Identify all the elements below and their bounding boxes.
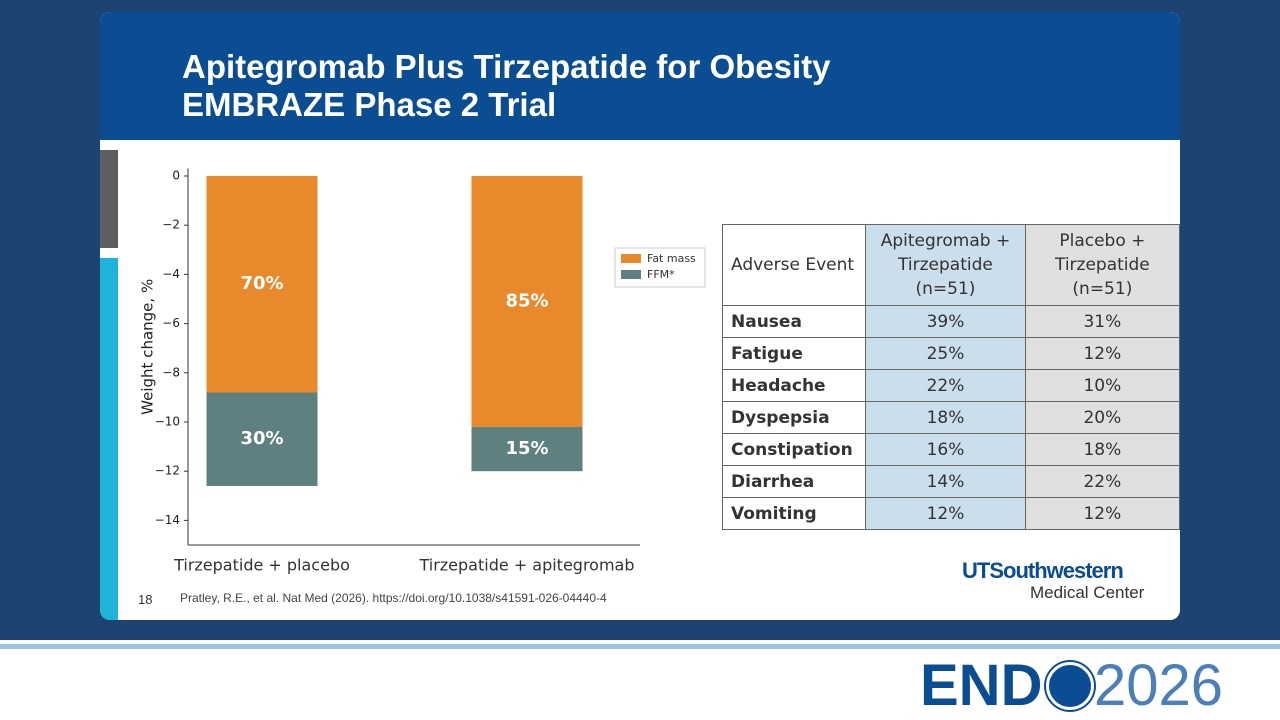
table-cell: Vomiting <box>721 497 867 530</box>
y-tick-label: −12 <box>155 464 180 478</box>
table-cell: Adverse Event <box>721 224 867 306</box>
ae-table: Adverse Event Apitegromab + Tirzepatide (… <box>721 224 1180 530</box>
table-cell: Diarrhea <box>721 465 867 498</box>
table-cell: Headache <box>721 369 867 402</box>
x-tick-label: Tirzepatide + apitegromab <box>418 556 634 575</box>
segment-label: 85% <box>505 290 548 311</box>
y-tick-label: −6 <box>162 316 180 330</box>
table-cell: Dyspepsia <box>721 401 867 434</box>
table-cell: 20% <box>1024 401 1180 434</box>
slide-title: Apitegromab Plus Tirzepatide for Obesity <box>182 48 831 85</box>
y-tick-label: −2 <box>162 218 180 232</box>
slide-number: 18 <box>138 592 153 607</box>
table-cell: 31% <box>1024 305 1180 338</box>
citation: Pratley, R.E., et al. Nat Med (2026). ht… <box>180 591 607 605</box>
table-cell: 39% <box>865 305 1026 338</box>
table-cell: 14% <box>865 465 1026 498</box>
table-cell: 22% <box>865 369 1026 402</box>
table-row: Dyspepsia 18% 20% <box>721 401 1180 434</box>
chart: 0 −2 −4 −6 −8 −10 −12 −14 Weight change, % Tirzep… <box>139 168 706 575</box>
y-tick-label: −8 <box>162 365 180 379</box>
table-cell: Nausea <box>721 305 867 338</box>
slide-subtitle: EMBRAZE Phase 2 Trial <box>182 86 557 123</box>
bar-segment <box>471 175 583 427</box>
table-cell: Constipation <box>721 433 867 466</box>
table-row: Constipation 16% 18% <box>721 433 1180 466</box>
y-tick-label: −4 <box>162 267 180 281</box>
globe-icon <box>1046 662 1094 710</box>
table-cell: 12% <box>865 497 1026 530</box>
bar-segment <box>471 426 583 472</box>
segment-label: 70% <box>240 273 283 294</box>
legend-swatch <box>621 254 641 263</box>
table-row: Nausea 39% 31% <box>721 305 1180 338</box>
bar-segment <box>206 175 318 393</box>
y-tick-label: −10 <box>155 414 180 428</box>
table-cell: 25% <box>865 337 1026 370</box>
y-axis-label: Weight change, % <box>139 279 157 415</box>
table-cell: Apitegromab + Tirzepatide (n=51) <box>865 224 1026 306</box>
table-row: Diarrhea 14% 22% <box>721 465 1180 498</box>
table-cell: Placebo + Tirzepatide (n=51) <box>1024 224 1180 306</box>
institution-sub: Medical Center <box>1030 583 1145 602</box>
header-band <box>100 12 1180 140</box>
slide-card: Apitegromab Plus Tirzepatide for Obesity… <box>100 12 1180 620</box>
legend-label: Fat mass <box>647 252 696 265</box>
table-cell: Fatigue <box>721 337 867 370</box>
table-cell: 12% <box>1024 337 1180 370</box>
table-cell: 18% <box>1024 433 1180 466</box>
bar-segment <box>206 392 318 486</box>
y-tick-label: −14 <box>155 513 180 527</box>
y-tick-label: 0 <box>172 168 180 182</box>
table-row: Vomiting 12% 12% <box>721 497 1180 530</box>
table-cell: 22% <box>1024 465 1180 498</box>
institution-logo: UTSouthwestern <box>962 558 1124 583</box>
table-cell: 10% <box>1024 369 1180 402</box>
legend-label: FFM* <box>647 268 675 281</box>
side-strip <box>100 258 118 620</box>
side-strip <box>100 150 118 248</box>
conference-name: END <box>920 653 1043 718</box>
legend-swatch <box>621 270 641 279</box>
footer-band: END 2026 <box>0 640 1280 720</box>
conference-year: 2026 <box>1094 653 1224 718</box>
segment-label: 15% <box>505 438 548 459</box>
table-cell: 12% <box>1024 497 1180 530</box>
table-cell: 16% <box>865 433 1026 466</box>
segment-label: 30% <box>240 428 283 449</box>
x-tick-label: Tirzepatide + placebo <box>173 556 350 575</box>
table-row: Fatigue 25% 12% <box>721 337 1180 370</box>
table-row: Headache 22% 10% <box>721 369 1180 402</box>
legend: Fat mass FFM* <box>614 247 706 288</box>
table-cell: 18% <box>865 401 1026 434</box>
footer-rule <box>0 644 1280 649</box>
table-row: Adverse Event Apitegromab + Tirzepatide (… <box>721 224 1180 306</box>
